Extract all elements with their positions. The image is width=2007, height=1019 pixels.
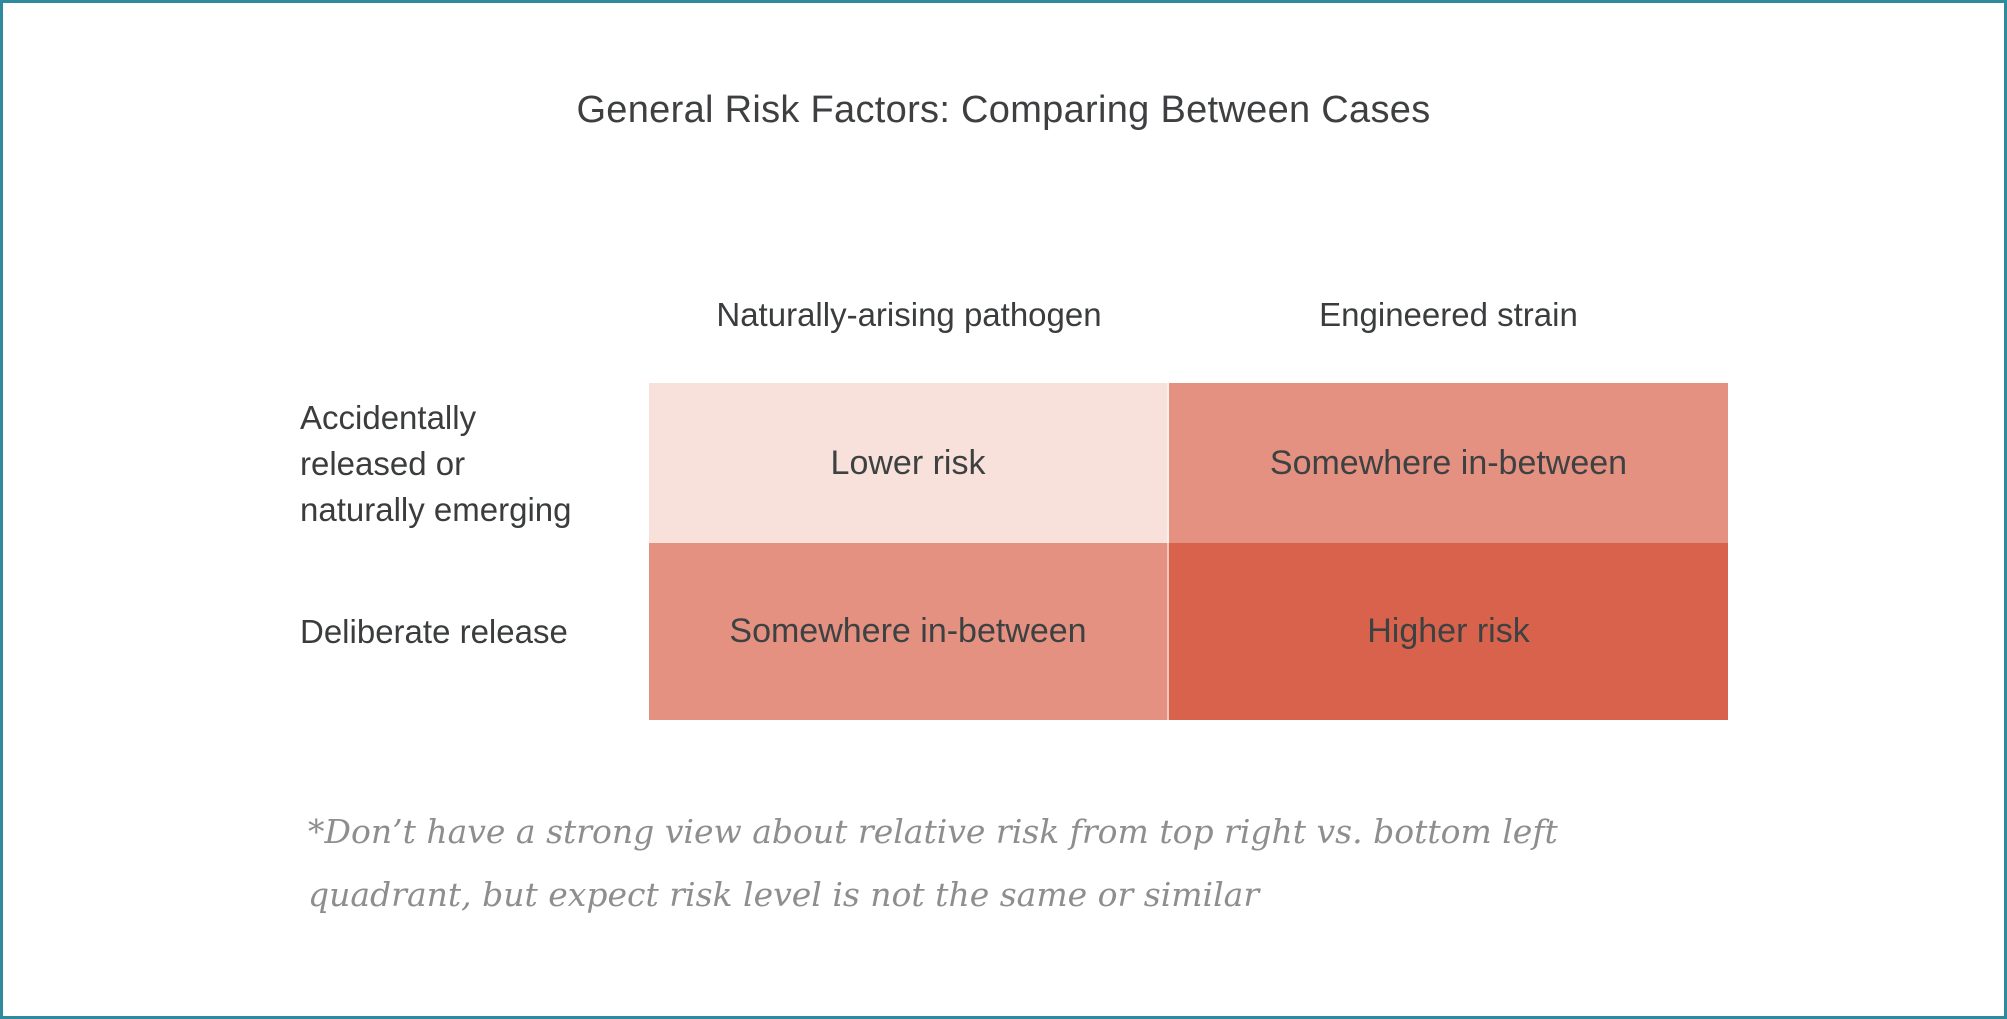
- footnote-line: quadrant, but expect risk level is not t…: [308, 875, 1260, 914]
- cell-deliberate-engineered: Higher risk: [1169, 543, 1728, 720]
- cell-label: Higher risk: [1367, 612, 1530, 650]
- footnote-line: *Don’t have a strong view about relative…: [308, 812, 1558, 851]
- cell-label: Lower risk: [830, 443, 986, 482]
- cell-label: Somewhere in-between: [729, 612, 1087, 650]
- cell-deliberate-natural: Somewhere in-between: [649, 543, 1169, 720]
- column-header-engineered-strain: Engineered strain: [1319, 296, 1578, 333]
- row-header-line: Accidentally: [300, 399, 477, 436]
- column-header-naturally-arising-pathogen: Naturally-arising pathogen: [716, 296, 1102, 333]
- cell-accidental-engineered: Somewhere in-between: [1169, 383, 1728, 543]
- row-header-line: Deliberate release: [300, 613, 568, 650]
- cell-label: Somewhere in-between: [1269, 443, 1628, 482]
- row-header-accidental-release: Accidentally released or naturally emerg…: [300, 395, 670, 533]
- row-header-line: naturally emerging: [300, 491, 572, 528]
- cell-accidental-natural: Lower risk: [649, 383, 1169, 543]
- footnote: *Don’t have a strong view about relative…: [308, 800, 1648, 926]
- page-title: General Risk Factors: Comparing Between …: [576, 89, 1431, 131]
- row-header-deliberate-release: Deliberate release: [300, 609, 670, 655]
- row-header-line: released or: [300, 445, 466, 482]
